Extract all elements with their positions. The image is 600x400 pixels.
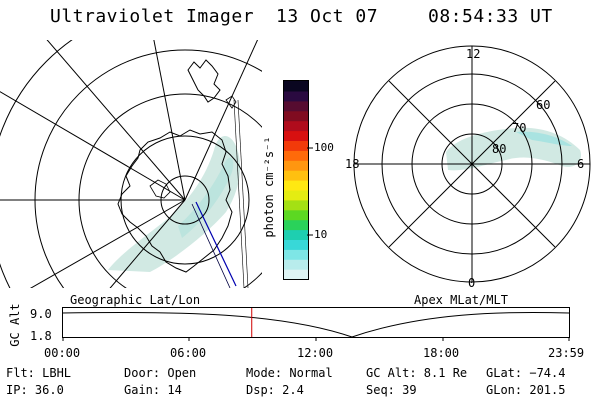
ip-info: IP: 36.0 bbox=[6, 383, 64, 397]
colorbar-gradient bbox=[284, 81, 308, 280]
geo-map-label: Geographic Lat/Lon bbox=[70, 293, 201, 307]
seq-info: Seq: 39 bbox=[366, 383, 417, 397]
mlt-0-label: 0 bbox=[468, 276, 476, 290]
colorbar-segment bbox=[284, 100, 308, 112]
filter-info: Flt: LBHL bbox=[6, 366, 72, 380]
orbit-y-bottom: 1.8 bbox=[30, 329, 52, 343]
colorbar-segment bbox=[284, 189, 308, 201]
gain-info: Gain: 14 bbox=[124, 383, 182, 397]
colorbar-segment bbox=[284, 180, 308, 191]
orbit-x-tick-2: 12:00 bbox=[297, 346, 334, 360]
colorbar-segment bbox=[284, 90, 308, 102]
colorbar-segment bbox=[284, 110, 308, 122]
colorbar-ticks bbox=[307, 147, 313, 236]
aurora-glow-geo bbox=[108, 135, 241, 272]
colorbar-segment bbox=[284, 269, 308, 280]
colorbar-segment bbox=[284, 199, 308, 211]
colorbar-segment bbox=[284, 239, 308, 250]
colorbar bbox=[283, 80, 309, 280]
colorbar-segment bbox=[284, 170, 308, 181]
orbit-plot bbox=[62, 307, 570, 341]
orbit-x-tick-1: 06:00 bbox=[170, 346, 207, 360]
orbit-ylabel: GC Alt bbox=[8, 303, 22, 347]
time-label: 08:54:33 UT bbox=[428, 6, 553, 27]
mlt-12-label: 12 bbox=[466, 47, 481, 61]
colorbar-segment bbox=[284, 249, 308, 260]
antarctica-coastline bbox=[117, 129, 233, 273]
dsp-info: Dsp: 2.4 bbox=[246, 383, 304, 397]
orbit-altitude-curve bbox=[62, 311, 570, 338]
date-label: 13 Oct 07 bbox=[276, 6, 379, 27]
colorbar-segment bbox=[284, 219, 308, 231]
lat-60-label: 60 bbox=[536, 98, 551, 112]
colorbar-segment bbox=[284, 120, 308, 132]
orbit-x-tick-4: 23:59 bbox=[548, 346, 585, 360]
south-america-coastline bbox=[187, 59, 221, 103]
orbit-x-tick-0: 00:00 bbox=[44, 346, 81, 360]
lat-70-label: 70 bbox=[512, 121, 527, 135]
colorbar-segment bbox=[284, 209, 308, 221]
orbit-x-tick-3: 18:00 bbox=[423, 346, 460, 360]
mlt-6-label: 6 bbox=[577, 157, 585, 171]
apex-map-label: Apex MLat/MLT bbox=[414, 293, 508, 307]
colorbar-segment bbox=[284, 160, 308, 171]
instrument-title: Ultraviolet Imager bbox=[50, 6, 255, 27]
header-bar: Ultraviolet Imager 13 Oct 07 08:54:33 UT bbox=[0, 6, 600, 32]
colorbar-segment bbox=[284, 150, 308, 161]
door-info: Door: Open bbox=[124, 366, 197, 380]
colorbar-unit-label: photon cm⁻²s⁻¹ bbox=[262, 136, 276, 238]
colorbar-tick-100: 100 bbox=[314, 141, 334, 154]
lat-80-label: 80 bbox=[492, 142, 507, 156]
apex-map bbox=[353, 45, 591, 283]
mlt-18-label: 18 bbox=[345, 157, 360, 171]
glat-info: GLat: −74.4 bbox=[486, 366, 566, 380]
colorbar-segment bbox=[284, 140, 308, 151]
colorbar-segment bbox=[284, 229, 308, 240]
satellite-track bbox=[195, 201, 237, 287]
mode-info: Mode: Normal bbox=[246, 366, 333, 380]
colorbar-tick-10: 10 bbox=[314, 228, 328, 241]
orbit-y-top: 9.0 bbox=[30, 307, 52, 321]
colorbar-segment bbox=[284, 259, 308, 270]
colorbar-segment bbox=[284, 81, 308, 92]
glon-info: GLon: 201.5 bbox=[486, 383, 566, 397]
gc-alt-info: GC Alt: 8.1 Re bbox=[366, 366, 468, 380]
geographic-map bbox=[0, 40, 262, 288]
colorbar-segment bbox=[284, 130, 308, 141]
